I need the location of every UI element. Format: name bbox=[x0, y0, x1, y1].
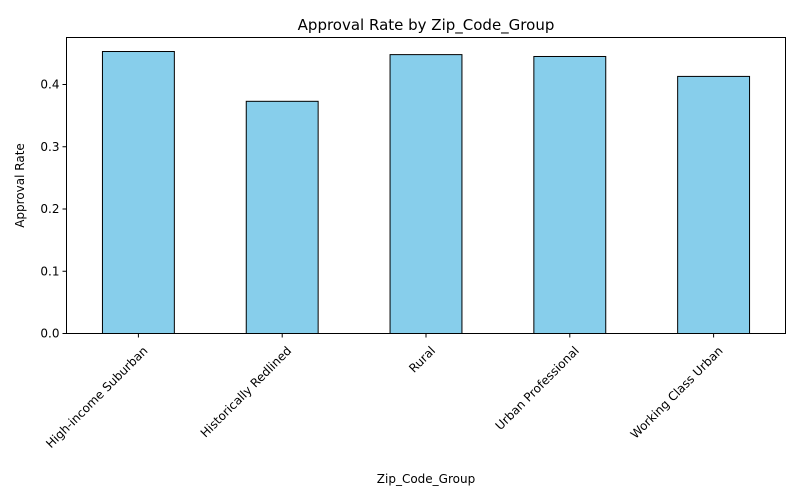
bars-group bbox=[101, 51, 751, 335]
y-tick-label: 0.1 bbox=[40, 264, 59, 278]
plot-area: 0.0 0.1 0.2 0.3 0.4 High-income Suburban Hist… bbox=[40, 37, 786, 451]
x-tick-label: Historically Redlined bbox=[198, 344, 295, 441]
x-axis-ticks: High-income Suburban Historically Redline… bbox=[43, 333, 726, 451]
x-tick-label: Urban Professional bbox=[493, 344, 582, 433]
bar-2 bbox=[245, 100, 319, 334]
y-tick-label: 0.0 bbox=[40, 327, 59, 341]
x-axis-label: Zip_Code_Group bbox=[377, 472, 475, 486]
x-tick-label: Working Class Urban bbox=[628, 344, 726, 442]
x-tick-label: Rural bbox=[406, 344, 438, 376]
bar-4 bbox=[533, 55, 607, 335]
y-tick-label: 0.3 bbox=[40, 140, 59, 154]
y-axis-ticks: 0.0 0.1 0.2 0.3 0.4 bbox=[40, 78, 67, 341]
y-tick-label: 0.4 bbox=[40, 78, 59, 92]
bar-5 bbox=[677, 75, 751, 334]
bar-1 bbox=[101, 51, 175, 334]
chart-title: Approval Rate by Zip_Code_Group bbox=[298, 16, 555, 35]
x-tick-label: High-income Suburban bbox=[43, 344, 150, 451]
y-tick-label: 0.2 bbox=[40, 202, 59, 216]
bar-3 bbox=[389, 54, 463, 335]
y-axis-label: Approval Rate bbox=[13, 143, 27, 228]
